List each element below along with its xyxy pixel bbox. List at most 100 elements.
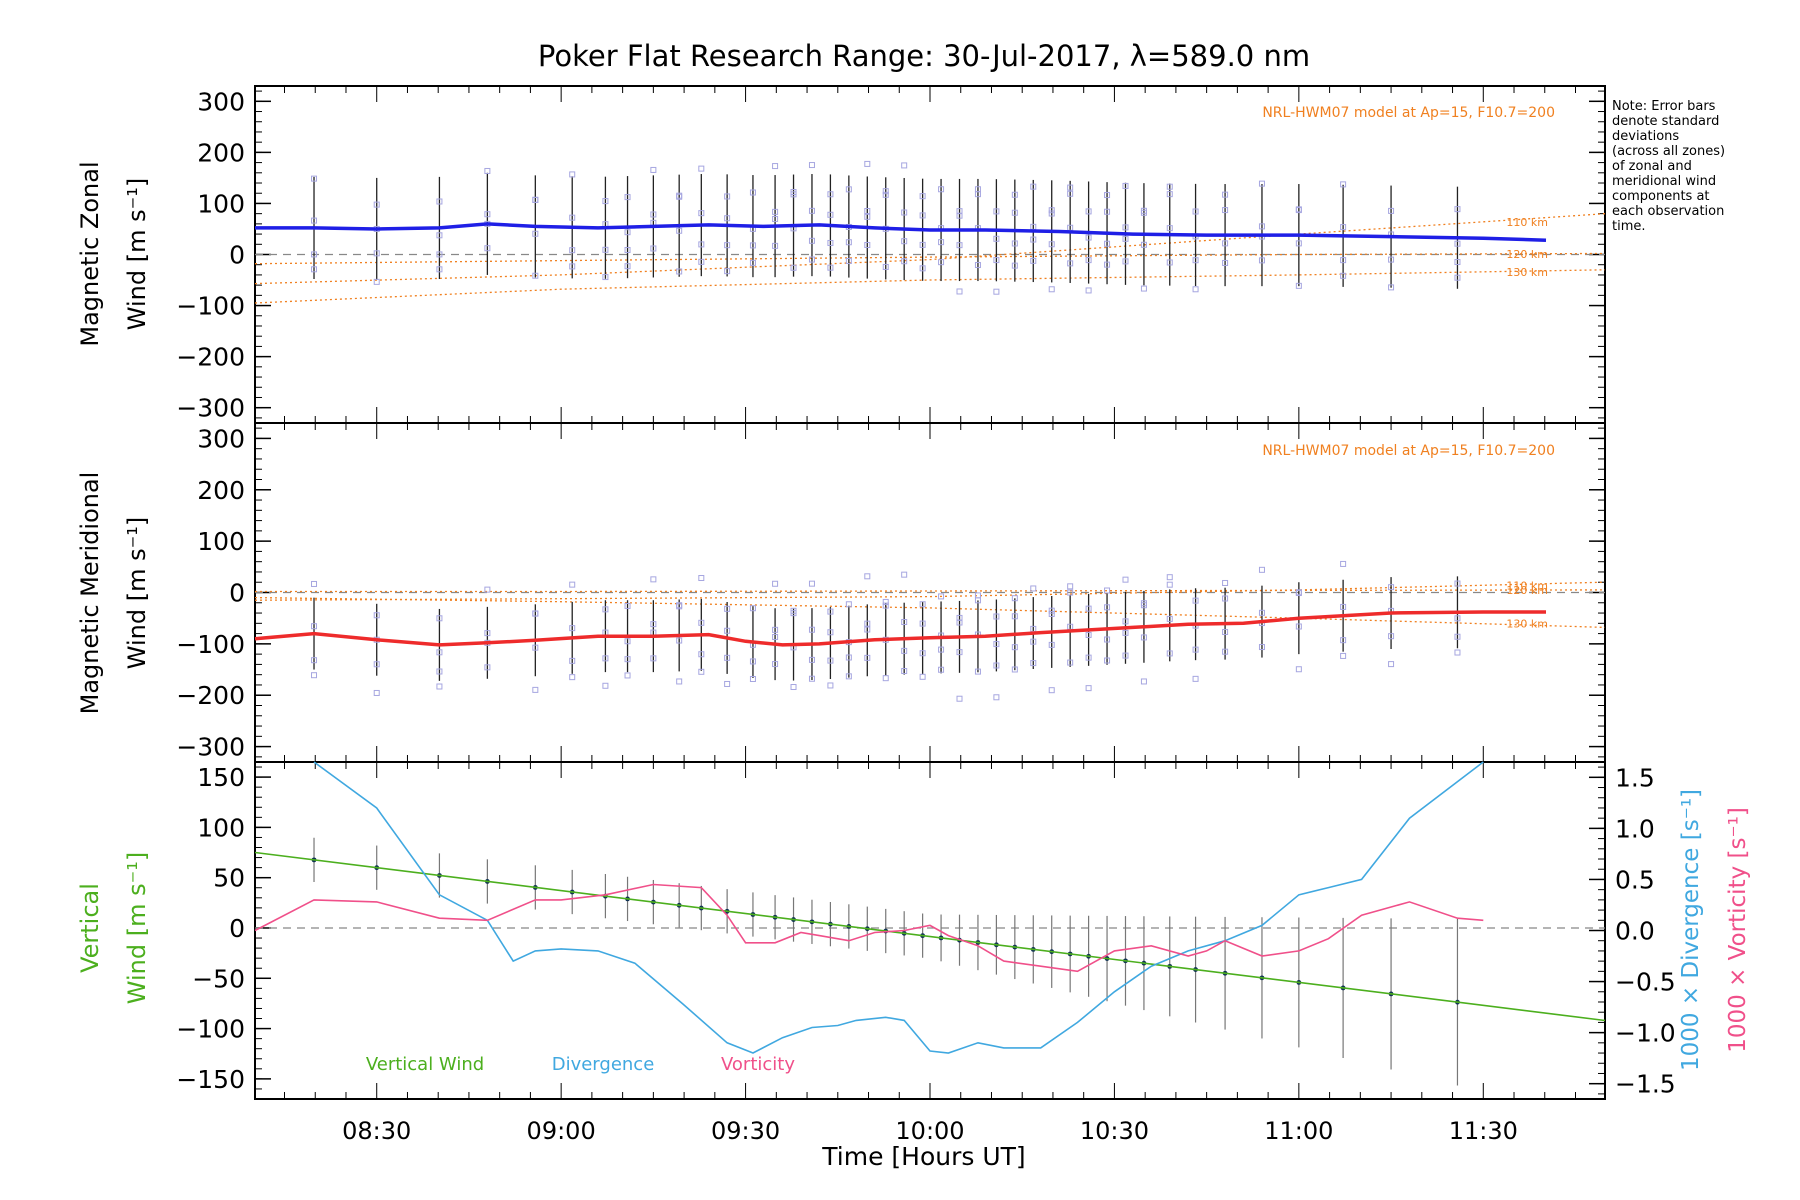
zone-point [1454, 274, 1461, 281]
zone-point [1166, 259, 1173, 266]
zone-point [1140, 602, 1147, 609]
zone-point [1166, 574, 1173, 581]
zone-point [311, 580, 318, 587]
zone-point [993, 694, 1000, 701]
zone-point [484, 664, 491, 671]
zone-point [724, 680, 731, 687]
vorticity-ylabel: 1000 × Vorticity [s⁻¹] [1725, 807, 1751, 1053]
y-tick-label: −100 [176, 292, 245, 321]
zone-point [808, 162, 815, 169]
zone-point [808, 675, 815, 682]
zone-point [1258, 223, 1265, 230]
zone-point [1104, 604, 1111, 611]
zone-point [772, 208, 779, 215]
zone-point [993, 235, 1000, 242]
zone-point [602, 274, 609, 281]
zone-point [938, 259, 945, 266]
zone-point [484, 586, 491, 593]
zone-point [808, 656, 815, 663]
zone-point [1048, 286, 1055, 293]
zone-point [676, 637, 683, 644]
vorticity-line [254, 883, 1484, 973]
zone-point [650, 655, 657, 662]
y-tick-label: 200 [197, 476, 245, 505]
zone-point [827, 191, 834, 198]
y-tick-label: 200 [197, 138, 245, 167]
zone-point [1295, 207, 1302, 214]
x-tick-label: 09:00 [527, 1117, 596, 1145]
zone-point [1122, 629, 1129, 636]
y2-tick-label: −1.0 [1615, 1019, 1676, 1048]
zone-point [1166, 650, 1173, 657]
zone-point [624, 194, 631, 201]
zone-point [1085, 605, 1092, 612]
model-curve [255, 589, 1606, 593]
zone-point [624, 229, 631, 236]
zone-point [1030, 183, 1037, 190]
meridional-ylabel-2: Wind [m s⁻¹] [123, 517, 151, 669]
zone-point [772, 215, 779, 222]
zone-point [1122, 182, 1129, 189]
y2-tick-label: 1.0 [1615, 814, 1655, 843]
zone-point [624, 263, 631, 270]
y-tick-label: −300 [176, 733, 245, 762]
zone-point [808, 580, 815, 587]
zone-point [1011, 613, 1018, 620]
zone-point [1388, 633, 1395, 640]
chart-title: Poker Flat Research Range: 30-Jul-2017, … [538, 39, 1310, 73]
zone-point [919, 673, 926, 680]
zone-point [1067, 659, 1074, 666]
zone-point [1030, 236, 1037, 243]
zone-point [1011, 644, 1018, 651]
zone-point [1030, 257, 1037, 264]
zone-point [993, 208, 1000, 215]
zone-point [532, 610, 539, 617]
zone-point [749, 189, 756, 196]
zone-point [1340, 257, 1347, 264]
zone-point [1295, 590, 1302, 597]
zone-point [569, 674, 576, 681]
zonal-ylabel-1: Magnetic Zonal [76, 161, 104, 346]
zone-point [602, 246, 609, 253]
zone-point [956, 649, 963, 656]
zone-point [602, 198, 609, 205]
zone-point [938, 239, 945, 246]
zone-point [1085, 654, 1092, 661]
zone-point [901, 258, 908, 265]
y-tick-label: −100 [176, 1015, 245, 1044]
zone-point [311, 623, 318, 630]
zonal-model-label: NRL-HWM07 model at Ap=15, F10.7=200 [1262, 105, 1555, 121]
model-curve [254, 596, 1606, 629]
zone-point [373, 661, 380, 668]
zone-point [808, 237, 815, 244]
zone-point [1222, 628, 1229, 635]
zone-point [1222, 595, 1229, 602]
zone-point [1454, 259, 1461, 266]
zone-point [602, 606, 609, 613]
zone-point [901, 668, 908, 675]
y-tick-label: 100 [197, 813, 245, 842]
zone-point [1067, 184, 1074, 191]
zone-point [373, 689, 380, 696]
zone-point [790, 684, 797, 691]
zone-point [1011, 666, 1018, 673]
zone-point [1258, 609, 1265, 616]
y2-tick-label: −0.5 [1615, 968, 1676, 997]
zone-point [698, 651, 705, 658]
zone-point [532, 272, 539, 279]
zone-point [901, 238, 908, 245]
zone-point [974, 186, 981, 193]
zone-point [1388, 284, 1395, 291]
vertical-wind-line [254, 851, 1606, 1022]
model-curve-label: 130 km [1506, 618, 1548, 631]
zone-point [772, 242, 779, 249]
zone-point [1166, 615, 1173, 622]
zone-point [311, 175, 318, 182]
zone-point [845, 673, 852, 680]
zone-point [1011, 209, 1018, 216]
zone-point [827, 657, 834, 664]
zone-point [373, 250, 380, 257]
y2-tick-label: 1.5 [1615, 763, 1655, 792]
y-tick-label: −50 [192, 964, 245, 993]
zone-point [1011, 595, 1018, 602]
